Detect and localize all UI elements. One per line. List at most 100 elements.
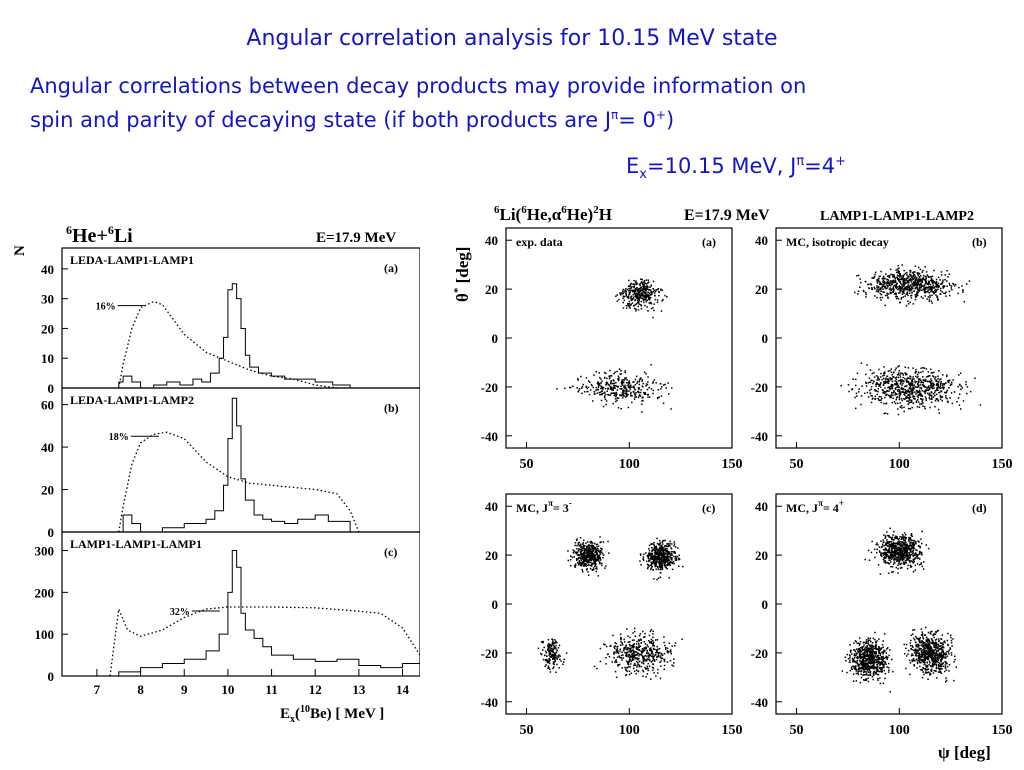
scatter-point [906,537,908,539]
scatter-point [938,409,940,411]
scatter-point [632,645,634,647]
scatter-point [616,677,618,679]
scatter-point [957,293,959,295]
scatter-point [933,270,935,272]
scatter-point [606,400,608,402]
scatter-point [902,560,904,562]
scatter-point [907,547,909,549]
scatter-point [954,391,956,393]
scatter-point [553,661,555,663]
scatter-point [657,543,659,545]
scatter-point [627,651,629,653]
scatter-point [631,296,633,298]
x-tick-label: 100 [619,457,640,472]
scatter-point [635,636,637,638]
scatter-point [621,657,623,659]
scatter-point [589,382,591,384]
scatter-point [593,567,595,569]
scatter-point [907,545,909,547]
scatter-point [633,290,635,292]
scatter-point [897,390,899,392]
scatter-point [882,389,884,391]
scatter-point [893,288,895,290]
scatter-point [909,293,911,295]
scatter-point [894,282,896,284]
scatter-point [647,646,649,648]
scatter-point [605,394,607,396]
scatter-point [881,294,883,296]
scatter-point [877,394,879,396]
scatter-point [942,291,944,293]
scatter-point [865,559,867,561]
scatter-point [928,371,930,373]
scatter-point [887,283,889,285]
scatter-point [929,381,931,383]
scatter-point [927,381,929,383]
scatter-point [905,549,907,551]
scatter-point [884,556,886,558]
scatter-point [639,665,641,667]
scatter-point [892,571,894,573]
scatter-point [653,560,655,562]
scatter-point [595,551,597,553]
scatter-point [543,659,545,661]
scatter-point [893,276,895,278]
scatter-point [900,558,902,560]
panel-tag: (b) [972,235,987,249]
scatter-point [646,283,648,285]
scatter-point [889,544,891,546]
scatter-point [934,395,936,397]
scatter-point [621,373,623,375]
scatter-point [888,276,890,278]
scatter-point [904,285,906,287]
scatter-point [588,574,590,576]
scatter-point [951,287,953,289]
scatter-point [889,395,891,397]
scatter-point [924,393,926,395]
scatter-point [862,656,864,658]
scatter-point [908,383,910,385]
scatter-point [623,291,625,293]
scatter-point [667,563,669,565]
scatter-point [940,288,942,290]
scatter-point [949,295,951,297]
scatter-point [672,569,674,571]
y-tick-label: -20 [751,380,768,395]
scatter-point [588,544,590,546]
scatter-point [939,279,941,281]
scatter-point [922,405,924,407]
scatter-point [857,660,859,662]
scatter-point [919,564,921,566]
scatter-point [920,278,922,280]
scatter-point [909,398,911,400]
scatter-point [867,659,869,661]
scatter-point [631,402,633,404]
scatter-point [624,667,626,669]
scatter-point [897,296,899,298]
scatter-point [911,560,913,562]
scatter-point [667,552,669,554]
scatter-point [599,384,601,386]
scatter-point [949,397,951,399]
scatter-point [880,291,882,293]
scatter-point [897,408,899,410]
scatter-point [617,397,619,399]
y-tick-label: -40 [481,695,498,710]
scatter-point [583,542,585,544]
scatter-point [928,387,930,389]
scatter-point [670,547,672,549]
scatter-point [653,542,655,544]
scatter-point [905,545,907,547]
y-tick-label: 0 [492,597,499,612]
scatter-point [601,563,603,565]
scatter-point [598,551,600,553]
scatter-point [655,563,657,565]
scatter-point [904,543,906,545]
scatter-point [547,645,549,647]
scatter-point [941,381,943,383]
scatter-point [553,666,555,668]
scatter-point [942,374,944,376]
scatter-point [931,301,933,303]
scatter-point [869,652,871,654]
